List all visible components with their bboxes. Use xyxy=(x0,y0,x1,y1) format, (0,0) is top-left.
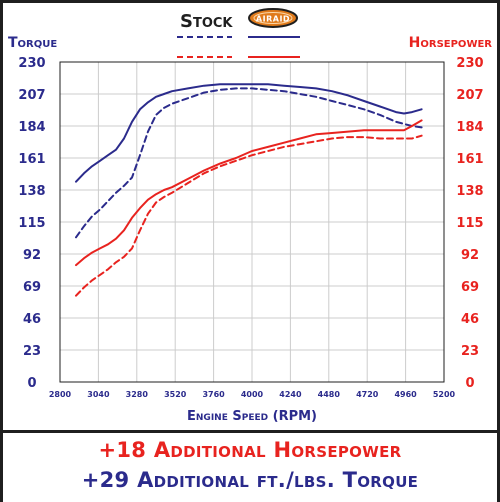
torque-tick-label: 230 xyxy=(18,56,45,71)
horsepower-tick-label: 207 xyxy=(456,88,483,103)
horsepower-axis-title: Horsepower xyxy=(409,35,493,51)
horsepower-tick-label: 69 xyxy=(461,280,479,295)
horsepower-tick-label: 138 xyxy=(456,184,483,199)
torque-gain-text: +29 Additional ft./lbs. Torque xyxy=(81,468,419,492)
horsepower-tick-label: 23 xyxy=(461,344,479,359)
torque-tick-label: 207 xyxy=(18,88,45,103)
torque-axis-ticks: 0 23 46 69 92 115 138 161 184 207 230 xyxy=(18,56,45,391)
rpm-tick-label: 3280 xyxy=(126,390,149,399)
torque-airaid-line xyxy=(75,83,423,183)
rpm-tick-label: 5200 xyxy=(433,390,456,399)
grid-lines xyxy=(59,61,445,383)
horsepower-tick-label: 230 xyxy=(456,56,483,71)
series-lines xyxy=(75,83,423,297)
legend: Stock AIRAID xyxy=(177,8,300,58)
rpm-tick-label: 4480 xyxy=(318,390,341,399)
torque-tick-label: 0 xyxy=(27,376,36,391)
plot-area-border xyxy=(59,61,445,383)
horsepower-airaid-line xyxy=(75,119,423,267)
rpm-tick-label: 4240 xyxy=(279,390,302,399)
torque-tick-label: 69 xyxy=(23,280,41,295)
legend-stock-label: Stock xyxy=(180,11,233,32)
rpm-tick-label: 2800 xyxy=(49,390,72,399)
torque-tick-label: 184 xyxy=(18,120,45,135)
rpm-tick-label: 3520 xyxy=(164,390,187,399)
horsepower-tick-label: 184 xyxy=(456,120,483,135)
torque-axis-title: Torque xyxy=(8,35,57,51)
torque-tick-label: 23 xyxy=(23,344,41,359)
horsepower-tick-label: 92 xyxy=(461,248,479,263)
rpm-axis-title: Engine Speed (RPM) xyxy=(187,409,317,424)
gain-summary-banner: +18 Additional Horsepower +29 Additional… xyxy=(3,430,497,502)
torque-tick-label: 115 xyxy=(18,216,45,231)
rpm-tick-label: 3040 xyxy=(87,390,110,399)
torque-tick-label: 161 xyxy=(18,152,45,167)
torque-tick-label: 46 xyxy=(23,312,41,327)
dyno-chart: 0 23 46 69 92 115 138 161 184 207 230 0 23 46 69 92 115… xyxy=(8,8,493,424)
torque-tick-label: 92 xyxy=(23,248,41,263)
horsepower-stock-line xyxy=(75,134,423,297)
horsepower-axis-ticks: 0 23 46 69 92 115 138 161 184 207 230 xyxy=(456,56,483,391)
horsepower-tick-label: 115 xyxy=(456,216,483,231)
rpm-tick-label: 4960 xyxy=(394,390,417,399)
airaid-logo-text: AIRAID xyxy=(256,15,290,24)
rpm-axis-ticks: 2800 3040 3280 3520 3760 4000 4240 4480 4720 4960… xyxy=(49,390,456,399)
horsepower-tick-label: 0 xyxy=(465,376,474,391)
rpm-tick-label: 4720 xyxy=(356,390,379,399)
horsepower-gain-text: +18 Additional Horsepower xyxy=(98,438,402,462)
torque-tick-label: 138 xyxy=(18,184,45,199)
horsepower-tick-label: 46 xyxy=(461,312,479,327)
airaid-logo-badge: AIRAID xyxy=(248,8,298,28)
horsepower-tick-label: 161 xyxy=(456,152,483,167)
rpm-tick-label: 4000 xyxy=(241,390,264,399)
rpm-tick-label: 3760 xyxy=(202,390,225,399)
torque-stock-line xyxy=(75,87,423,239)
